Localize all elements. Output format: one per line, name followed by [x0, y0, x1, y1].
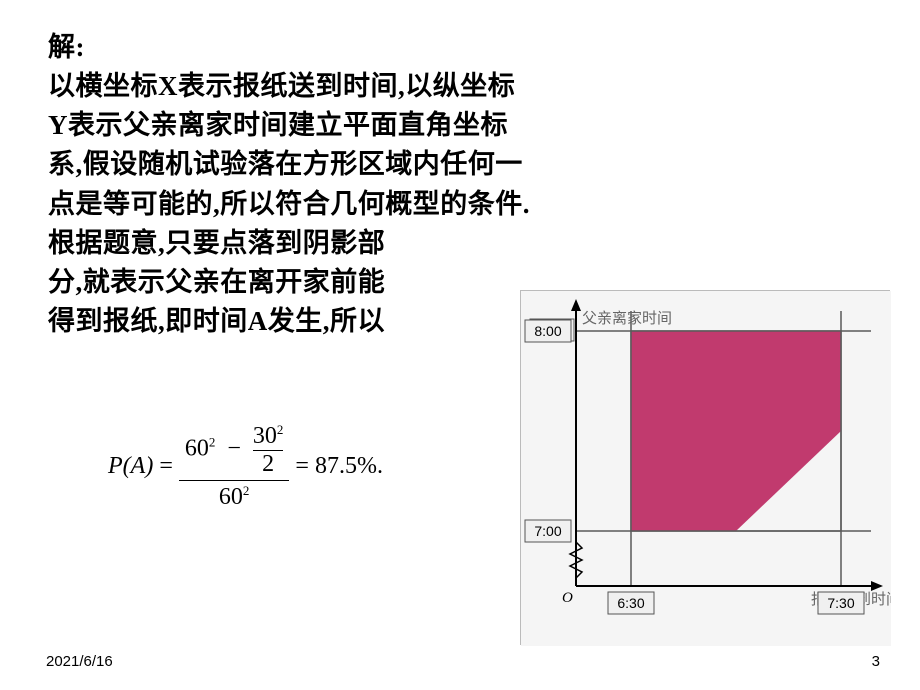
formula-result: 87.5%.	[315, 453, 383, 480]
svg-text:8:00: 8:00	[534, 323, 561, 339]
equals-1: =	[159, 453, 173, 480]
numerator: 602 − 302 2	[179, 420, 290, 480]
line-5: 点是等可能的,所以符合几何概型的条件.	[48, 185, 608, 224]
formula-lhs: P(A)	[108, 453, 153, 480]
footer-page: 3	[872, 653, 880, 670]
line-3: Y表示父亲离家时间建立平面直角坐标	[48, 106, 608, 145]
inner-fraction: 302 2	[253, 422, 284, 478]
equals-2: =	[295, 453, 309, 480]
footer-date: 2021/6/16	[46, 653, 113, 670]
line-6: 根据题意,只要点落到阴影部	[48, 224, 608, 263]
main-fraction: 602 − 302 2 602	[179, 420, 290, 513]
line-2: 以横坐标X表示报纸送到时间,以纵坐标	[48, 67, 608, 106]
denominator: 602	[213, 481, 256, 513]
svg-text:O: O	[562, 590, 573, 606]
probability-chart: O父亲离家时间报纸送到时间8:008:007:006:307:30	[520, 290, 890, 645]
chart-svg: O父亲离家时间报纸送到时间8:008:007:006:307:30	[521, 291, 891, 646]
probability-formula: P(A) = 602 − 302 2 602 = 87.5%.	[108, 420, 383, 513]
svg-text:7:00: 7:00	[534, 523, 561, 539]
svg-text:父亲离家时间: 父亲离家时间	[582, 310, 672, 327]
line-1: 解:	[48, 28, 608, 67]
svg-text:7:30: 7:30	[827, 595, 854, 611]
line-4: 系,假设随机试验落在方形区域内任何一	[48, 145, 608, 184]
svg-text:6:30: 6:30	[617, 595, 644, 611]
